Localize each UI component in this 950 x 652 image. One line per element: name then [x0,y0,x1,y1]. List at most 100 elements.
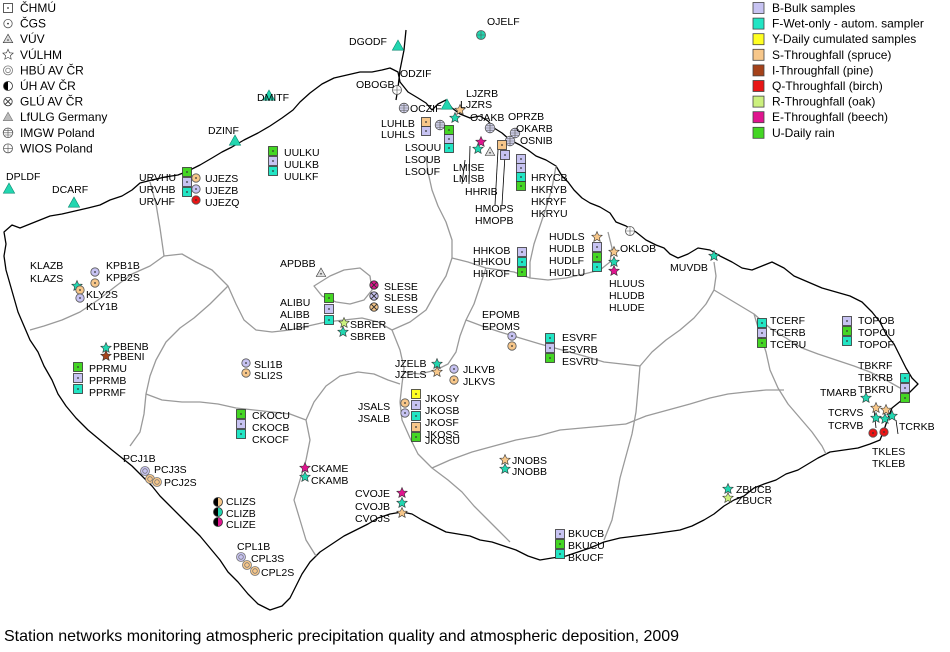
station-label: SLI1B [254,359,283,371]
station-marker-30 [268,146,278,156]
sample-legend-item: B-Bulk samples [752,1,855,15]
triangle-dot-icon [2,33,14,43]
station-label: CLIZE [226,519,256,531]
station-marker-125 [236,552,246,562]
sample-legend-item: R-Throughfall (oak) [752,95,875,109]
station-marker-67 [545,343,555,353]
station-label: UJEZS [205,173,238,185]
network-legend-label: VÚLHM [20,47,62,62]
station-marker-118 [396,506,408,519]
station-marker-90 [411,411,421,421]
station-marker-51 [338,316,350,329]
station-label: TCRVB [828,420,863,432]
station-marker-113 [499,462,511,475]
station-marker-18 [484,146,496,156]
station-marker-9 [398,102,410,114]
sample-color-swatch [752,126,765,139]
network-legend-item: VÚLHM [2,47,62,62]
station-label: HHKOB [473,245,510,257]
station-label: TCERF [770,315,805,327]
station-marker-98 [860,391,872,404]
station-label: LUHLB [381,118,415,130]
station-marker-69 [757,318,767,328]
station-label: DZINF [208,125,239,137]
station-marker-107 [140,466,150,476]
station-label: TOPOF [858,339,894,351]
station-label: SLI2S [254,370,283,382]
network-legend-label: ÚH AV ČR [20,78,76,93]
station-label: TCERB [770,327,806,339]
network-legend-label: VÚV [20,31,45,46]
station-marker-26 [516,154,526,164]
station-marker-35 [182,187,192,197]
station-label: LUHLS [381,129,415,141]
station-marker-53 [517,247,527,257]
station-marker-56 [591,230,603,243]
sample-legend-item: F-Wet-only - autom. sampler [752,17,924,31]
station-marker-24 [497,140,507,150]
station-marker-68 [545,353,555,363]
station-label: APDBB [280,258,316,270]
station-label: OPRZB [508,111,544,123]
station-marker-47 [369,302,379,312]
station-label: HUDLF [549,255,584,267]
sample-color-swatch [752,33,765,46]
station-label: LJZRS [460,99,492,111]
station-label: PBENB [113,341,149,353]
station-label: LSOUU [405,142,441,154]
map-caption: Station networks monitoring atmospheric … [4,628,680,645]
station-marker-123 [555,539,565,549]
station-marker-74 [842,336,852,346]
sample-legend-label: U-Daily rain [772,126,835,140]
sample-legend-label: Y-Daily cumulated samples [772,32,916,46]
station-label: ZBUCB [736,484,772,496]
network-legend-item: HBÚ AV ČR [3,62,84,77]
station-marker-10 [434,119,446,131]
circle-cross-icon [3,143,13,154]
station-label: OJAKB [470,112,504,124]
station-label: ZBUCR [736,495,773,507]
station-label: UULKF [284,171,318,183]
station-label: HLUUS [609,278,645,290]
station-marker-114 [722,482,734,495]
station-marker-46 [369,291,379,301]
station-label: HMOPS [475,203,514,215]
station-label: LSOUF [405,166,440,178]
station-label: HRYCB [531,172,568,184]
station-label: BKUCB [568,528,604,540]
station-label: CKOCB [252,422,289,434]
triangle-dot-icon [2,33,14,43]
station-label: TKLEB [872,458,905,470]
station-marker-2 [228,134,242,146]
station-marker-78 [73,373,83,383]
station-marker-117 [396,496,408,509]
country-border [3,67,919,611]
station-label: TBKRF [858,360,892,372]
sample-color-swatch [752,95,765,108]
station-label: OKARB [516,123,553,135]
station-label: JKOSS [425,429,459,441]
station-label: PCJ3S [154,464,187,476]
station-label: JKOSF [425,417,459,429]
station-marker-71 [757,338,767,348]
station-marker-79 [73,384,83,394]
station-marker-41 [90,278,100,288]
station-marker-106 [236,429,246,439]
station-label: CVOJE [355,488,390,500]
station-marker-72 [842,316,852,326]
station-marker-15 [449,111,461,124]
station-marker-12 [509,127,521,139]
station-label: CLIZS [226,496,256,508]
station-label: JSALB [358,413,390,425]
station-label: DGODF [349,36,387,48]
station-label: HHRIB [465,186,498,198]
station-marker-87 [400,408,410,418]
network-legend-item: VÚV [2,31,45,46]
sample-color-swatch [752,80,765,92]
sample-legend-item: S-Throughfall (spruce) [752,48,891,62]
station-label: PPRMU [89,363,127,375]
station-label: SLESB [384,292,418,304]
station-marker-40 [90,267,100,277]
station-label: URVHB [139,184,176,196]
station-marker-63 [708,249,720,262]
